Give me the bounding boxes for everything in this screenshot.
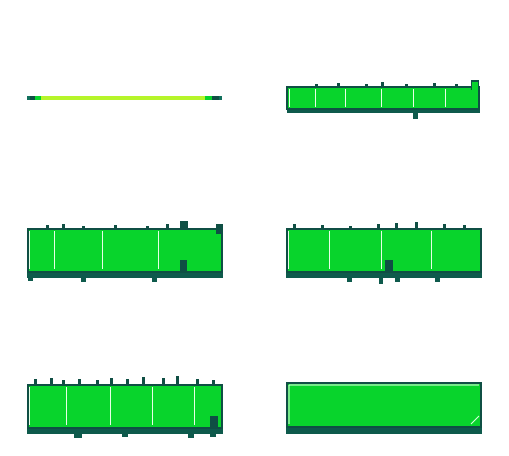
bar-corner-glint — [470, 415, 480, 425]
bar-fill — [288, 384, 480, 426]
hp-bar-clean-sprite — [286, 382, 482, 434]
bar-drips — [347, 276, 440, 284]
bar-drips — [28, 276, 157, 282]
hp-bar-jagged-tall-c-sprite — [27, 376, 223, 438]
bar-shadow — [286, 272, 482, 278]
bar-highlights — [29, 231, 159, 269]
hp-bar-jagged-tall-b-sprite — [286, 222, 482, 284]
bar-highlights — [29, 387, 195, 425]
bar-fill — [29, 230, 221, 271]
bar-notches — [46, 224, 169, 230]
spike-fill — [472, 82, 478, 90]
strip-right-cap — [205, 96, 212, 100]
bar-fill — [29, 386, 221, 427]
bar-shadow — [27, 272, 223, 278]
drip — [413, 111, 418, 119]
strip-right-end — [219, 96, 222, 100]
bar-shadow — [286, 426, 482, 434]
bar-fill — [288, 88, 478, 108]
strip-core — [41, 96, 205, 100]
bar-shadow — [287, 109, 480, 113]
spike — [180, 221, 188, 230]
bar-notches — [34, 376, 215, 386]
hp-bar-thin-sprite — [27, 96, 222, 100]
strip-left-end — [27, 96, 30, 100]
hp-bar-jagged-tall-a-sprite — [27, 221, 223, 282]
spike — [216, 224, 223, 234]
bar-notch — [385, 260, 393, 272]
bar-fill — [288, 230, 480, 271]
bar-notch — [180, 260, 187, 272]
bar-drips — [74, 432, 216, 438]
bar-notches — [293, 222, 466, 230]
hp-bar-jagged-wide-sprite — [286, 80, 480, 119]
bar-shadow — [27, 428, 223, 434]
bar-highlights — [289, 89, 446, 107]
strip-left-cap — [35, 96, 41, 100]
bar-highlights — [288, 231, 432, 269]
bar-notches — [315, 82, 458, 88]
bar-notch — [210, 416, 218, 428]
